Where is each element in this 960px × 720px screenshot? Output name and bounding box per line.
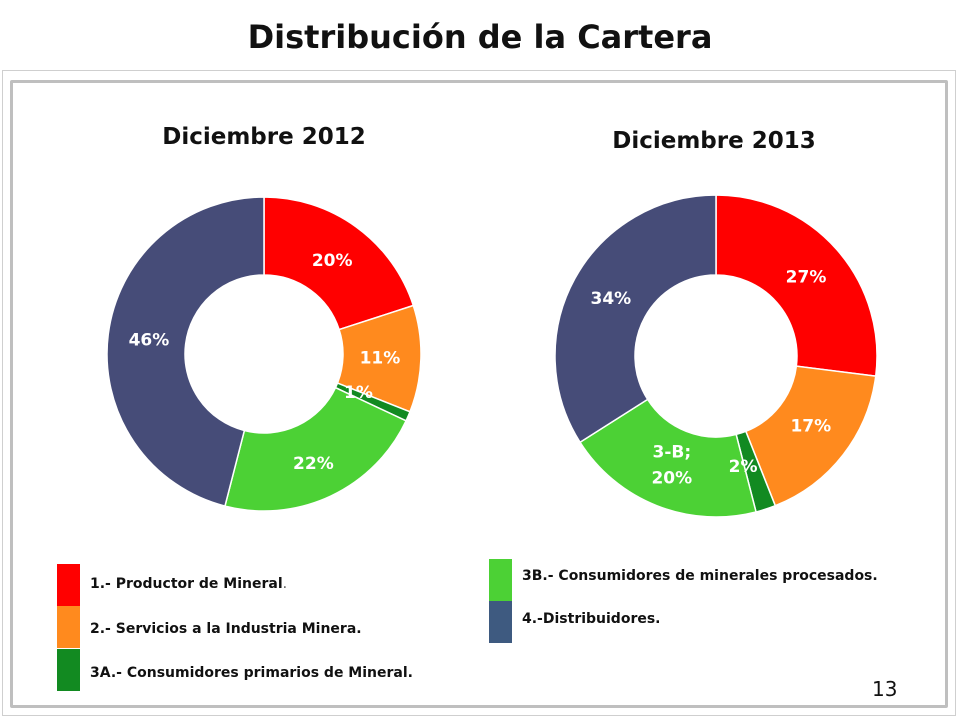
slice-2013-consumidores-procesados — [579, 398, 757, 518]
legend-label-consumidores-primarios: 3A.- Consumidores primarios de Mineral. — [90, 665, 413, 681]
page-title: Distribución de la Cartera — [247, 18, 713, 56]
data-label-2012-consumidores-procesados: 22% — [293, 454, 334, 474]
data-label-2013-servicios: 17% — [790, 417, 831, 437]
slice-2012-consumidores-procesados — [224, 386, 408, 512]
donut-chart-2012: 20% 11% 1% 22% 46% — [106, 196, 422, 512]
data-label-2012-productor: 20% — [312, 251, 353, 271]
legend-swatch-consumidores-procesados — [489, 559, 512, 601]
donut-chart-2013: 27% 17% 2% 3-B; 20% 34% — [554, 194, 878, 518]
legend-swatch-distribuidores — [489, 601, 512, 643]
data-label-2012-distribuidores: 46% — [129, 330, 170, 350]
legend-label-servicios: 2.- Servicios a la Industria Minera. — [90, 621, 362, 637]
chart-title-2013: Diciembre 2013 — [612, 128, 816, 154]
chart-title-2012: Diciembre 2012 — [162, 124, 366, 150]
legend-swatch-servicios — [57, 606, 80, 648]
slice-2012-distribuidores — [106, 196, 265, 507]
legend-label-distribuidores: 4.-Distribuidores. — [522, 611, 661, 627]
data-label-2013-distribuidores: 34% — [590, 289, 631, 309]
legend-label-productor: 1.- Productor de Mineral. — [90, 576, 288, 592]
slice-2013-distribuidores — [554, 194, 717, 444]
data-label-2012-consumidores-primarios: 1% — [344, 383, 373, 403]
slice-2013-productor — [715, 194, 878, 378]
data-label-2012-servicios: 11% — [360, 349, 401, 369]
data-label-2013-consumidores-primarios: 2% — [729, 457, 758, 477]
data-label-2013-consumidores-procesados: 3-B; 20% — [651, 443, 692, 489]
slice-2013-servicios — [744, 365, 877, 507]
slide-frame-outer — [2, 70, 956, 716]
data-label-2013-productor: 27% — [786, 268, 827, 288]
slide-frame-inner — [10, 80, 948, 708]
slice-2012-productor — [263, 196, 415, 331]
legend-swatch-consumidores-primarios — [57, 649, 80, 691]
page-number: 13 — [872, 677, 898, 701]
legend-label-consumidores-procesados: 3B.- Consumidores de minerales procesado… — [522, 568, 878, 584]
legend-swatch-productor — [57, 564, 80, 606]
